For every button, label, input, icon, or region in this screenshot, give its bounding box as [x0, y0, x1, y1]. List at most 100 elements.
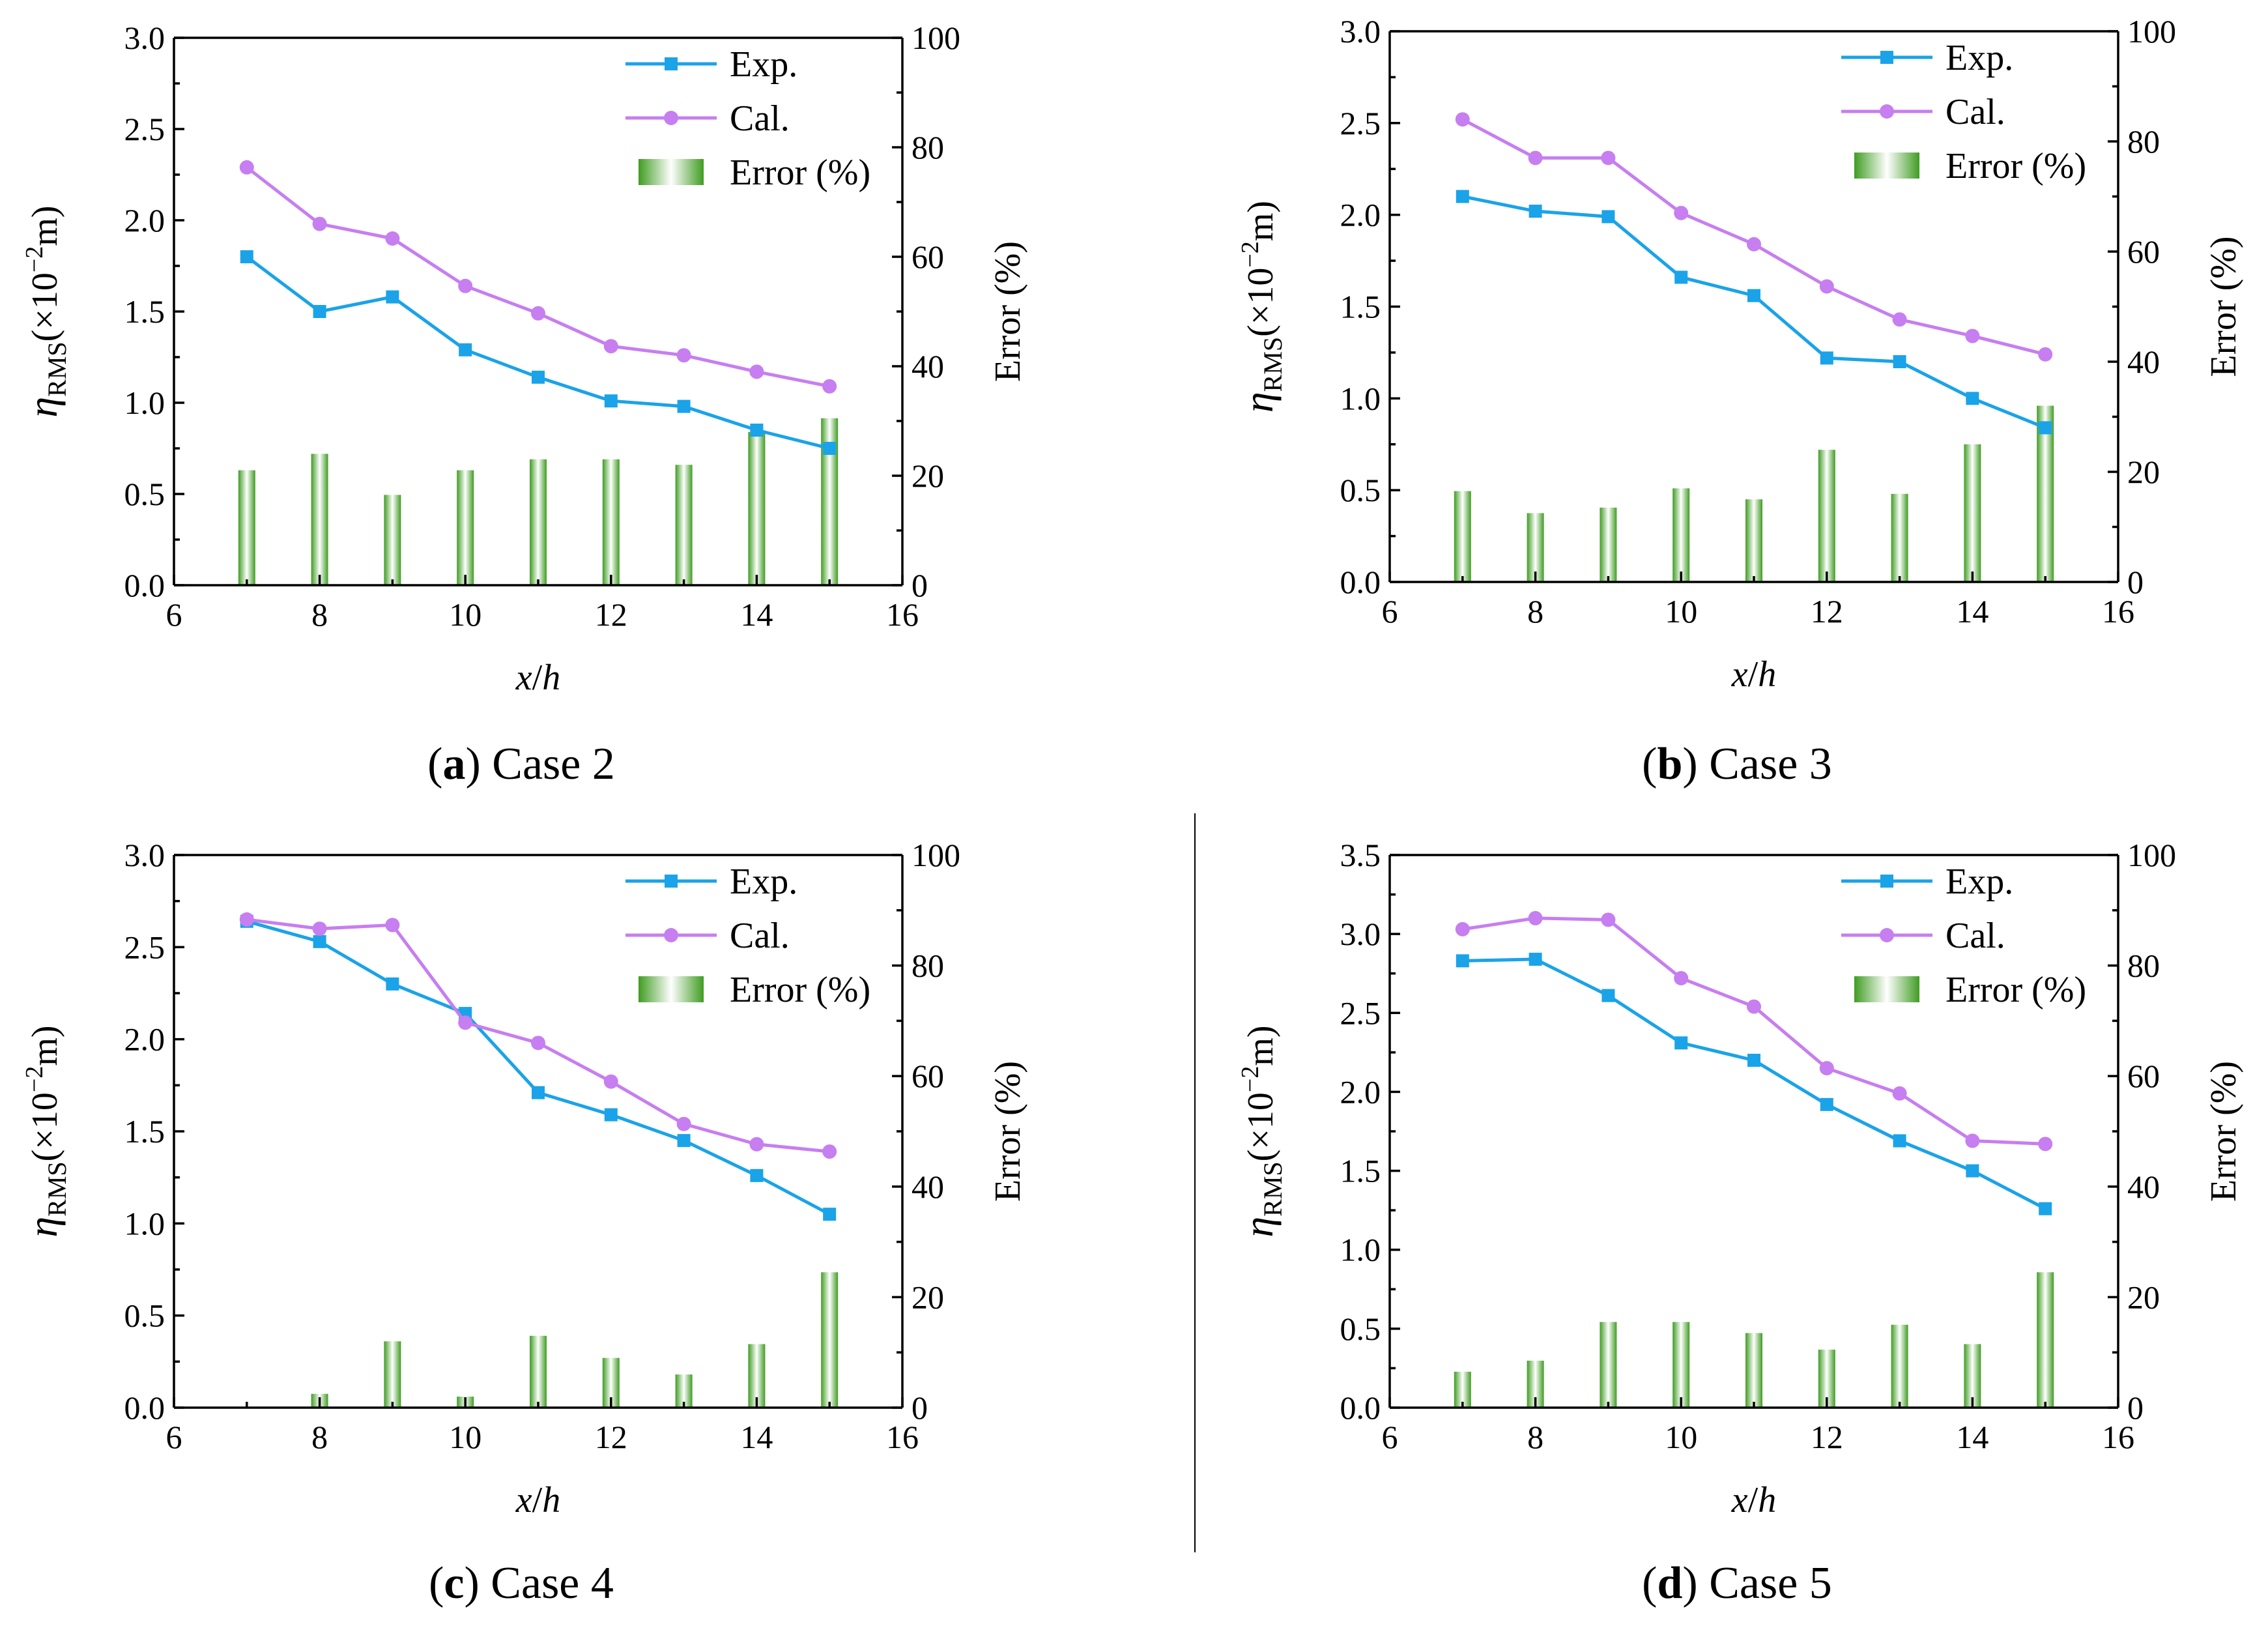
panel-caption: (b) Case 3: [1642, 739, 1832, 789]
error-bar: [530, 1335, 547, 1408]
x-tick-label: 16: [2102, 1419, 2134, 1455]
y-tick-label: 1.0: [124, 384, 165, 421]
error-bar: [1454, 491, 1471, 582]
y2-axis-label: Error (%): [988, 241, 1028, 382]
cal-point: [239, 160, 254, 175]
cal-point: [1601, 912, 1616, 927]
chart-panel-b: 6 8 10 12 14 16 0.0 0.5 1.0 1.5 2.0 2.5 3.0 0 20 40 60 80…: [1235, 13, 2244, 789]
x-tick-label: 14: [740, 596, 773, 633]
cal-point: [385, 918, 400, 933]
y-tick-label: 2.0: [124, 202, 165, 239]
y-tick-label: 2.0: [124, 1021, 165, 1058]
error-bar: [1964, 444, 1981, 582]
error-bar: [1745, 499, 1762, 582]
legend-cal-marker: [1880, 104, 1894, 119]
chart-panel-a: 6 8 10 12 14 16 0.0 0.5 1.0 1.5 2.0 2.5 3.0 0 20 40 60 80…: [20, 20, 1028, 789]
chart-panel-c: 6 8 10 12 14 16 0.0 0.5 1.0 1.5 2.0 2.5 3.0 0 20 40 60 80…: [20, 837, 1028, 1608]
legend-cal-marker: [1880, 928, 1894, 942]
cal-point: [1819, 279, 1834, 294]
error-bar: [457, 470, 474, 585]
cal-point: [822, 1144, 837, 1159]
exp-point: [677, 399, 691, 413]
x-axis-label: x/h: [515, 1480, 560, 1520]
x-tick-label: 16: [2102, 593, 2134, 630]
exp-point: [823, 442, 837, 455]
y-tick-label: 1.5: [124, 293, 165, 330]
y2-tick-label: 20: [912, 457, 944, 494]
y2-tick-label: 0: [912, 567, 928, 603]
error-bar: [2037, 405, 2054, 582]
legend-cal-label: Cal.: [1945, 92, 2005, 132]
cal-point: [1674, 970, 1689, 985]
exp-point: [532, 1086, 545, 1099]
error-bar: [675, 465, 693, 585]
legend-cal-label: Cal.: [730, 916, 790, 956]
x-tick-label: 12: [595, 596, 627, 633]
legend-exp-label: Exp.: [730, 44, 797, 85]
exp-point: [240, 250, 253, 263]
exp-line: [246, 920, 831, 1216]
x-axis-label: x/h: [1731, 1480, 1776, 1520]
exp-point: [1529, 952, 1542, 966]
legend-error-label: Error (%): [1945, 146, 2086, 186]
y-tick-label: 2.5: [124, 929, 165, 965]
panel-caption: (d) Case 5: [1642, 1558, 1832, 1608]
error-bar: [1745, 1333, 1762, 1408]
exp-point: [1529, 205, 1542, 218]
cal-point: [1528, 910, 1543, 925]
cal-point: [239, 912, 254, 927]
exp-point: [750, 424, 764, 437]
x-tick-label: 14: [1956, 1419, 1988, 1455]
error-bar: [748, 431, 766, 585]
cal-point: [676, 348, 691, 363]
y2-tick-label: 40: [912, 1168, 944, 1205]
legend-exp-marker: [1880, 875, 1893, 888]
exp-point: [750, 1168, 764, 1182]
error-bar: [1818, 450, 1835, 582]
cal-point: [1892, 312, 1907, 327]
legend-cal-label: Cal.: [1945, 916, 2005, 956]
exp-point: [1747, 1053, 1760, 1067]
cal-point: [531, 1036, 545, 1051]
error-bar: [384, 1341, 401, 1408]
cal-point: [1965, 1133, 1980, 1148]
legend-exp-label: Exp.: [1945, 862, 2013, 902]
x-tick-label: 12: [595, 1419, 627, 1455]
y-tick-label: 0.5: [1340, 472, 1381, 508]
cal-point: [1455, 112, 1470, 127]
y2-tick-label: 0: [2127, 1389, 2144, 1426]
cal-point: [1528, 151, 1543, 166]
exp-point: [1966, 392, 1979, 405]
y2-tick-label: 0: [2127, 564, 2144, 600]
cal-point: [603, 1074, 618, 1089]
x-tick-label: 10: [1665, 593, 1697, 630]
y-tick-label: 2.0: [1340, 1073, 1381, 1110]
legend-error-swatch: [639, 976, 704, 1002]
x-tick-label: 12: [1811, 1419, 1843, 1455]
x-tick-label: 8: [311, 596, 328, 633]
x-tick-label: 12: [1811, 593, 1843, 630]
cal-point: [312, 921, 327, 936]
cal-point: [1965, 328, 1980, 343]
cal-point: [749, 364, 764, 379]
error-bar: [1672, 1322, 1690, 1408]
y2-tick-label: 100: [912, 20, 960, 56]
panels-group: 6 8 10 12 14 160.00.51.01.52.02.53.0020406080…: [20, 13, 2244, 1608]
y-tick-label: 1.0: [1340, 1232, 1381, 1268]
exp-line: [246, 255, 830, 450]
legend-cal-label: Cal.: [730, 98, 790, 139]
error-bar: [1454, 1371, 1471, 1408]
cal-point: [1747, 237, 1761, 252]
y2-tick-label: 20: [912, 1279, 944, 1315]
legend-error-swatch: [1854, 976, 1919, 1002]
y-tick-label: 1.0: [1340, 380, 1381, 416]
cal-point: [749, 1137, 764, 1152]
y-tick-label: 0.5: [124, 476, 165, 512]
x-tick-label: 6: [1382, 1419, 1398, 1455]
cal-point: [1819, 1061, 1834, 1076]
error-bar: [2037, 1272, 2054, 1408]
y2-tick-label: 80: [912, 948, 944, 984]
error-bar: [530, 459, 547, 585]
exp-point: [1966, 1164, 1979, 1178]
cal-line: [246, 166, 830, 388]
